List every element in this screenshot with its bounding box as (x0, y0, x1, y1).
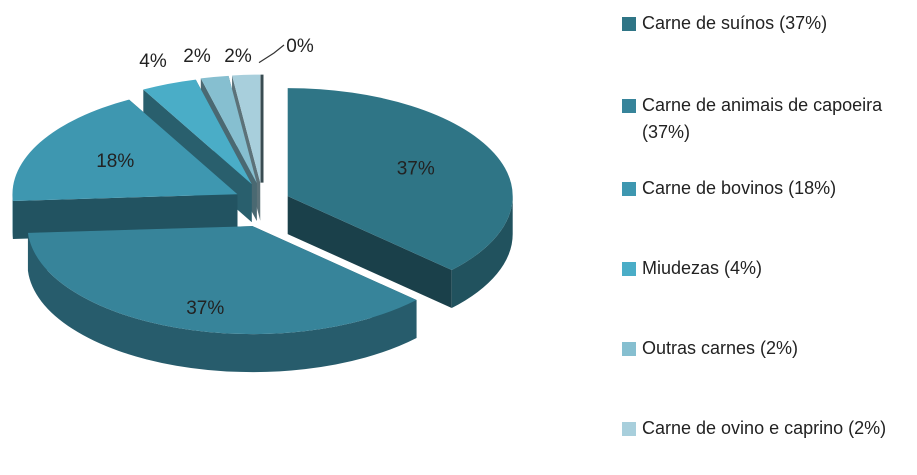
data-label: 4% (139, 51, 167, 72)
legend-swatch (622, 342, 636, 356)
legend-label: Carne de animais de capoeira (37%) (642, 92, 892, 146)
legend-label: Carne de suínos (37%) (642, 10, 892, 37)
legend-label: Carne de ovino e caprino (2%) (642, 415, 892, 442)
data-label: 37% (186, 298, 224, 319)
legend-entry: Carne de animais de capoeira (37%) (622, 92, 892, 146)
data-label: 2% (183, 46, 211, 67)
data-label: 37% (397, 159, 435, 180)
legend-entry: Miudezas (4%) (622, 255, 892, 282)
legend-label: Miudezas (4%) (642, 255, 892, 282)
legend-entry: Carne de bovinos (18%) (622, 175, 892, 202)
legend-swatch (622, 17, 636, 31)
legend-swatch (622, 182, 636, 196)
legend-label: Outras carnes (2%) (642, 335, 892, 362)
data-label: 0% (286, 36, 314, 57)
leader-line (259, 45, 284, 63)
legend-swatch (622, 422, 636, 436)
legend-label: Carne de bovinos (18%) (642, 175, 892, 202)
legend-entry: Carne de ovino e caprino (2%) (622, 415, 892, 442)
data-label: 18% (96, 151, 134, 172)
data-label: 2% (224, 46, 252, 67)
legend-swatch (622, 262, 636, 276)
legend-entry: Carne de suínos (37%) (622, 10, 892, 37)
chart: 37% 37% 18% 4% 2% 2% 0% (0, 0, 600, 470)
legend: Carne de suínos (37%) Carne de animais de… (622, 0, 912, 470)
legend-entry: Outras carnes (2%) (622, 335, 892, 362)
legend-swatch (622, 99, 636, 113)
